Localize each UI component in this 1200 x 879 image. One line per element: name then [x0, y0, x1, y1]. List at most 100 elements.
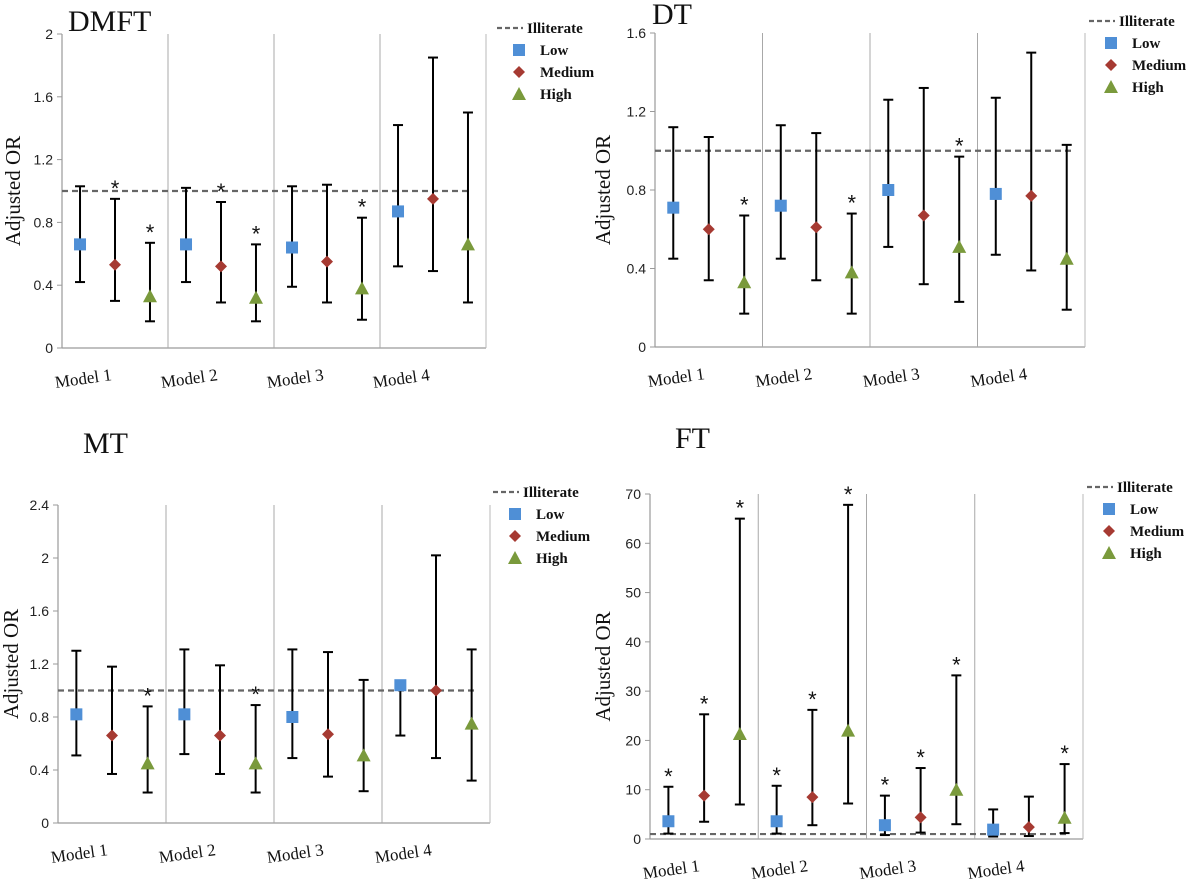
- y-axis-label: Adjusted OR: [591, 135, 615, 245]
- point-low: [286, 241, 299, 254]
- legend-label-low: Low: [536, 507, 565, 523]
- legend-label-illiterate: Illiterate: [1117, 480, 1173, 496]
- point-high: [248, 290, 263, 304]
- y-tick-label: 1.6: [34, 89, 54, 105]
- legend-swatch-high: [1102, 546, 1116, 559]
- legend-label-medium: Medium: [540, 65, 595, 81]
- point-low: [878, 819, 891, 832]
- point-high: [248, 756, 263, 770]
- chart-dmft: DMFT 0 0.4 0.8 1.2 1.6 2 Adjusted OR Model 1 Mode…: [1, 5, 595, 392]
- legend: Illiterate Low Medium High: [1089, 14, 1187, 96]
- legend-label-low: Low: [1132, 36, 1161, 52]
- category-label: Model 1: [642, 856, 701, 879]
- point-low: [774, 199, 787, 212]
- point-high: [1059, 251, 1074, 265]
- category-label: Model 1: [54, 365, 113, 392]
- point-medium: [702, 223, 715, 236]
- point-medium: [427, 192, 439, 205]
- category-label: Model 1: [50, 840, 109, 867]
- significance-star: *: [146, 220, 155, 245]
- y-tick-label: 1.2: [30, 656, 50, 672]
- point-low: [394, 679, 407, 692]
- legend-label-high: High: [536, 551, 568, 567]
- legend-swatch-low: [509, 508, 521, 520]
- significance-star: *: [252, 221, 261, 246]
- y-tick-label: 70: [625, 486, 641, 502]
- category-label: Model 3: [858, 856, 917, 879]
- point-low: [662, 815, 675, 828]
- chart-mt: MT 0 0.4 0.8 1.2 1.6 2 2.4 Adjusted OR Model 1 Mod…: [0, 427, 591, 867]
- y-axis-label: Adjusted OR: [1, 136, 25, 246]
- y-tick-label: 50: [625, 585, 641, 601]
- legend: Illiterate Low Medium High: [493, 485, 591, 567]
- category-label: Model 2: [160, 365, 219, 392]
- significance-star: *: [847, 191, 856, 216]
- legend-swatch-medium: [1103, 525, 1115, 537]
- point-high: [464, 716, 479, 730]
- y-tick-label: 1.6: [627, 25, 647, 41]
- legend-label-medium: Medium: [1132, 58, 1187, 74]
- legend-label-medium: Medium: [1130, 524, 1185, 540]
- significance-star: *: [217, 179, 226, 204]
- significance-star: *: [844, 482, 853, 507]
- significance-star: *: [736, 496, 745, 521]
- category-label: Model 2: [754, 364, 813, 391]
- point-high: [949, 782, 964, 796]
- legend-label-illiterate: Illiterate: [527, 21, 583, 37]
- y-tick-label: 1.2: [34, 152, 54, 168]
- significance-star: *: [1060, 741, 1069, 766]
- point-high: [844, 265, 859, 279]
- category-label: Model 4: [372, 365, 432, 392]
- legend-swatch-low: [513, 44, 525, 56]
- y-tick-label: 0: [638, 339, 646, 355]
- y-tick-label: 1.6: [30, 603, 50, 619]
- legend-label-high: High: [1130, 546, 1162, 562]
- significance-star: *: [916, 745, 925, 770]
- legend-label-medium: Medium: [536, 529, 591, 545]
- y-tick-label: 60: [625, 535, 641, 551]
- legend-swatch-high: [512, 87, 526, 100]
- chart-title: DMFT: [68, 5, 151, 38]
- point-low: [178, 708, 191, 721]
- point-high: [460, 237, 475, 251]
- y-tick-label: 0.4: [34, 277, 54, 293]
- significance-star: *: [358, 195, 367, 220]
- legend-label-illiterate: Illiterate: [1119, 14, 1175, 30]
- point-low: [392, 205, 405, 218]
- legend-label-high: High: [1132, 80, 1164, 96]
- y-tick-label: 10: [625, 782, 641, 798]
- point-medium: [698, 789, 711, 802]
- significance-star: *: [955, 134, 964, 159]
- point-medium: [917, 209, 930, 222]
- category-label: Model 3: [266, 840, 325, 867]
- point-medium: [106, 729, 118, 742]
- point-medium: [214, 729, 226, 742]
- point-high: [732, 727, 747, 741]
- legend-swatch-medium: [509, 530, 521, 542]
- category-label: Model 4: [969, 364, 1029, 391]
- point-medium: [322, 728, 334, 741]
- legend-swatch-medium: [513, 66, 525, 78]
- y-tick-label: 0.4: [30, 762, 50, 778]
- point-low: [667, 201, 680, 214]
- y-tick-label: 40: [625, 634, 641, 650]
- chart-title: DT: [652, 0, 692, 31]
- y-tick-label: 0.8: [30, 709, 50, 725]
- point-high: [841, 723, 856, 737]
- y-tick-label: 0: [633, 831, 641, 847]
- legend-swatch-high: [1104, 80, 1118, 93]
- point-low: [989, 187, 1002, 200]
- y-tick-label: 2: [41, 550, 49, 566]
- significance-star: *: [664, 764, 673, 789]
- significance-star: *: [143, 683, 152, 708]
- point-medium: [215, 260, 227, 273]
- category-label: Model 3: [266, 365, 325, 392]
- chart-title: MT: [83, 427, 128, 460]
- significance-star: *: [251, 682, 260, 707]
- point-low: [987, 823, 1000, 836]
- legend-swatch-low: [1103, 503, 1115, 515]
- y-tick-label: 30: [625, 683, 641, 699]
- point-medium: [321, 255, 333, 268]
- chart-ft: FT 0 10 20 30 40 50 60 70 Adjusted OR Model 1 Model…: [591, 422, 1185, 879]
